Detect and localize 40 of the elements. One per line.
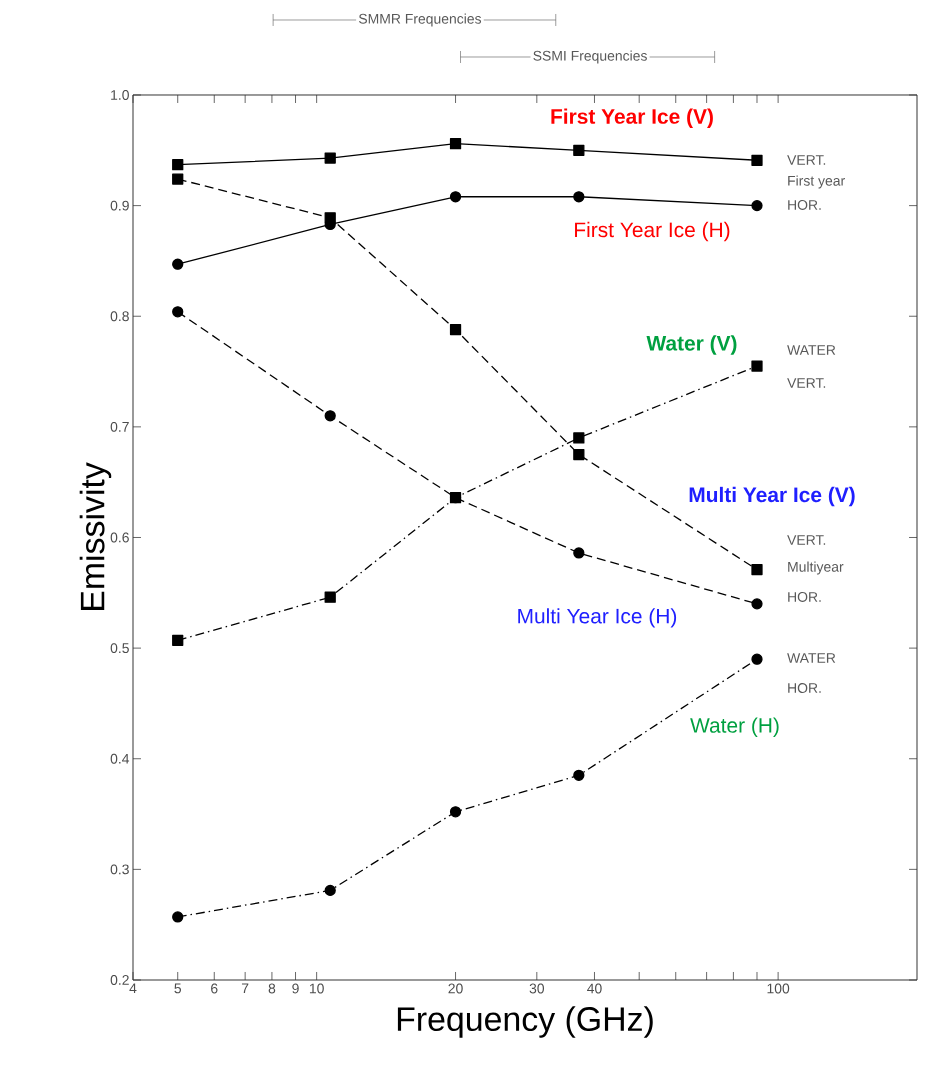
annotation: HOR. — [788, 200, 821, 210]
series-label: Multi Year Ice (V) — [689, 486, 855, 507]
y-tick-label: 0.6 — [110, 532, 129, 543]
y-tick-label: 0.9 — [110, 200, 129, 211]
y-axis-title: Emissivity — [79, 462, 112, 610]
x-tick-label: 8 — [268, 983, 276, 994]
series-label: First Year Ice (V) — [551, 108, 713, 129]
x-tick-label: 10 — [309, 983, 324, 994]
x-tick-label: 20 — [448, 983, 463, 994]
x-tick-label: 6 — [211, 983, 218, 994]
series-label: First Year Ice (H) — [575, 221, 730, 242]
x-tick-label: 100 — [767, 983, 790, 994]
y-tick-label: 1.0 — [111, 90, 129, 100]
annotation: Multiyear — [788, 561, 844, 575]
annotation: VERT. — [787, 535, 826, 545]
annotation: HOR. — [788, 683, 821, 693]
annotation: WATER — [787, 345, 836, 355]
series-label: Water (V) — [646, 335, 737, 355]
x-tick-label: 4 — [129, 983, 137, 994]
annotation: VERT. — [787, 378, 826, 388]
x-tick-label: 40 — [587, 983, 602, 994]
x-tick-label: 7 — [241, 983, 249, 994]
text: SMMR Frequencies — [358, 13, 482, 27]
y-tick-label: 0.4 — [110, 753, 130, 764]
y-tick-label: 0.7 — [110, 421, 129, 432]
series-label: Water (H) — [690, 717, 779, 737]
annotation: HOR. — [788, 592, 821, 602]
x-tick-label: 9 — [292, 983, 299, 994]
annotation: First year — [788, 175, 845, 189]
text: SSMI Frequencies — [533, 50, 647, 64]
y-tick-label: 0.2 — [110, 975, 129, 985]
y-tick-label: 0.8 — [110, 311, 129, 322]
x-tick-label: 5 — [174, 983, 182, 994]
x-axis-title: Frequency (GHz) — [397, 1006, 653, 1038]
x-tick-label: 30 — [529, 983, 545, 994]
annotation: WATER — [787, 653, 836, 663]
y-tick-label: 0.3 — [110, 864, 129, 875]
annotation: VERT. — [787, 155, 826, 165]
y-tick-label: 0.5 — [110, 643, 129, 654]
series-label: Multi Year Ice (H) — [518, 608, 677, 628]
